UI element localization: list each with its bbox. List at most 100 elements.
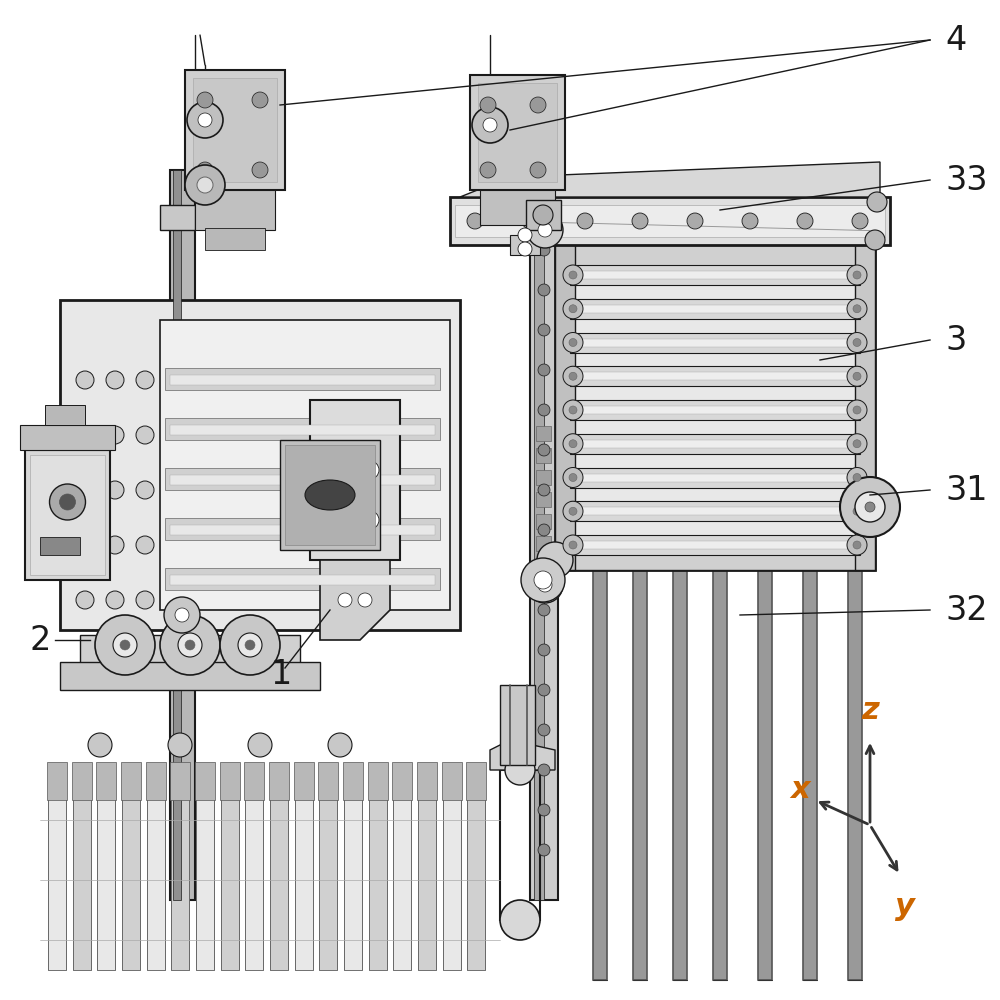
Circle shape — [538, 364, 550, 376]
Circle shape — [563, 501, 583, 521]
Bar — [848, 560, 862, 980]
Circle shape — [238, 633, 262, 657]
Bar — [165, 468, 440, 490]
Circle shape — [538, 444, 550, 456]
Circle shape — [569, 338, 577, 347]
Bar — [555, 545, 875, 570]
Polygon shape — [320, 560, 390, 640]
Text: z: z — [861, 696, 879, 725]
Bar — [170, 762, 190, 800]
Circle shape — [569, 406, 577, 414]
Bar — [536, 536, 551, 551]
Bar — [160, 320, 450, 610]
Circle shape — [853, 305, 861, 313]
Circle shape — [563, 535, 583, 555]
Bar — [443, 770, 461, 970]
Bar — [536, 492, 551, 507]
Circle shape — [252, 92, 268, 108]
Bar — [575, 440, 855, 448]
Bar — [470, 75, 565, 190]
Circle shape — [538, 484, 550, 496]
Bar — [294, 762, 314, 800]
Circle shape — [120, 640, 130, 650]
Circle shape — [106, 591, 124, 609]
Circle shape — [537, 542, 573, 578]
Circle shape — [538, 724, 550, 736]
Circle shape — [687, 213, 703, 229]
Bar — [196, 770, 214, 970]
Circle shape — [538, 564, 550, 576]
Circle shape — [187, 102, 223, 138]
Bar — [173, 170, 181, 900]
Bar — [319, 770, 337, 970]
Bar — [244, 762, 264, 800]
Circle shape — [106, 371, 124, 389]
Bar — [803, 560, 817, 980]
Circle shape — [847, 434, 867, 454]
Circle shape — [563, 299, 583, 319]
Circle shape — [853, 440, 861, 448]
Circle shape — [467, 213, 483, 229]
Bar — [418, 770, 436, 970]
Bar — [269, 762, 289, 800]
Bar — [536, 580, 551, 595]
Bar — [195, 762, 215, 800]
Circle shape — [160, 615, 220, 675]
Bar — [369, 770, 387, 970]
Circle shape — [569, 541, 577, 549]
Circle shape — [245, 640, 255, 650]
Circle shape — [538, 223, 552, 237]
Circle shape — [847, 501, 867, 521]
Ellipse shape — [305, 480, 355, 510]
Text: 3: 3 — [945, 324, 966, 357]
Circle shape — [563, 332, 583, 353]
Text: 4: 4 — [945, 23, 966, 56]
Bar — [48, 770, 66, 970]
Bar — [60, 662, 320, 690]
Text: 33: 33 — [945, 163, 988, 196]
Circle shape — [538, 244, 550, 256]
Bar — [221, 770, 239, 970]
Bar — [47, 762, 67, 800]
Bar — [536, 470, 551, 485]
Circle shape — [518, 228, 532, 242]
Bar — [20, 425, 115, 450]
Circle shape — [361, 461, 379, 479]
Circle shape — [321, 461, 339, 479]
Bar — [318, 762, 338, 800]
Circle shape — [505, 755, 535, 785]
Circle shape — [847, 400, 867, 420]
Bar — [478, 83, 557, 182]
Circle shape — [569, 507, 577, 515]
Circle shape — [527, 567, 563, 603]
Circle shape — [563, 468, 583, 488]
Text: y: y — [895, 892, 915, 921]
Circle shape — [197, 177, 213, 193]
Bar — [45, 405, 85, 425]
Circle shape — [538, 644, 550, 656]
Bar — [25, 450, 110, 580]
Circle shape — [76, 426, 94, 444]
Circle shape — [106, 481, 124, 499]
Circle shape — [632, 213, 648, 229]
Circle shape — [538, 524, 550, 536]
Circle shape — [563, 366, 583, 386]
Bar — [170, 475, 435, 485]
Circle shape — [847, 299, 867, 319]
Circle shape — [853, 406, 861, 414]
Circle shape — [797, 213, 813, 229]
Bar — [220, 762, 240, 800]
Circle shape — [530, 97, 546, 113]
Circle shape — [569, 271, 577, 279]
Polygon shape — [490, 740, 555, 770]
Bar — [510, 235, 540, 255]
Bar — [295, 770, 313, 970]
Bar — [193, 78, 277, 182]
Circle shape — [168, 733, 192, 757]
Bar — [570, 501, 860, 521]
Circle shape — [527, 212, 563, 248]
Circle shape — [518, 242, 532, 256]
Bar — [170, 170, 195, 900]
Bar — [195, 190, 275, 230]
Bar — [500, 685, 535, 765]
